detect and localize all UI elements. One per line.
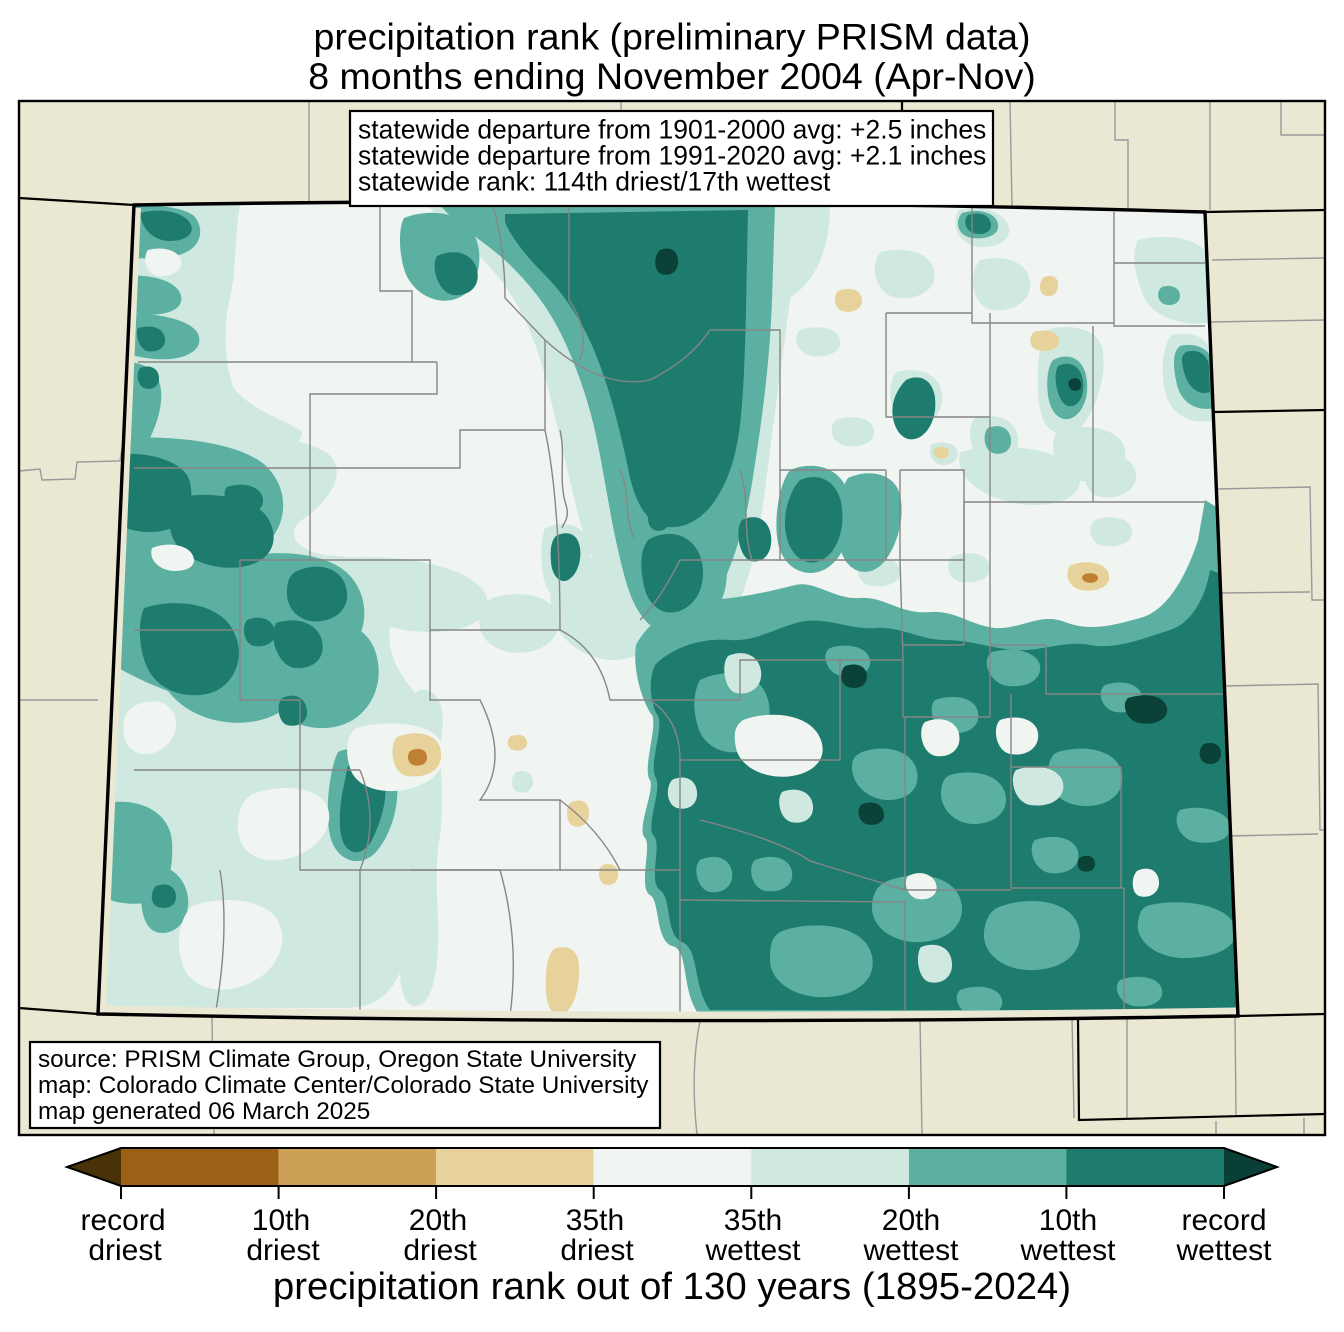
svg-text:statewide rank: 114th driest/1: statewide rank: 114th driest/17th wettes… [358, 167, 831, 197]
svg-text:statewide departure from 1901-: statewide departure from 1901-2000 avg: … [358, 115, 986, 145]
svg-text:20th: 20th [882, 1204, 940, 1237]
svg-text:precipitation rank out of 130: precipitation rank out of 130 years (189… [273, 1265, 1071, 1308]
svg-text:wettest: wettest [1175, 1234, 1272, 1267]
svg-text:wettest: wettest [704, 1234, 801, 1267]
svg-text:driest: driest [560, 1234, 634, 1267]
svg-text:record: record [1181, 1204, 1266, 1237]
svg-text:20th: 20th [409, 1204, 467, 1237]
svg-text:map: Colorado Climate Center/C: map: Colorado Climate Center/Colorado St… [38, 1072, 649, 1099]
svg-text:driest: driest [88, 1234, 162, 1267]
svg-text:wettest: wettest [862, 1234, 959, 1267]
svg-text:35th: 35th [724, 1204, 782, 1237]
svg-text:map generated 06 March 2025: map generated 06 March 2025 [38, 1098, 370, 1125]
svg-text:8 months ending November 2004: 8 months ending November 2004 (Apr-Nov) [308, 55, 1035, 97]
svg-text:precipitation rank (preliminar: precipitation rank (preliminary PRISM da… [314, 16, 1031, 58]
svg-text:statewide departure from 1991-: statewide departure from 1991-2020 avg: … [358, 141, 986, 171]
svg-text:driest: driest [246, 1234, 320, 1267]
svg-text:10th: 10th [252, 1204, 310, 1237]
svg-text:driest: driest [403, 1234, 477, 1267]
svg-text:10th: 10th [1039, 1204, 1097, 1237]
svg-text:35th: 35th [566, 1204, 624, 1237]
svg-text:record: record [80, 1204, 165, 1237]
svg-text:wettest: wettest [1019, 1234, 1116, 1267]
svg-text:source: PRISM Climate Group, O: source: PRISM Climate Group, Oregon Stat… [38, 1046, 637, 1073]
